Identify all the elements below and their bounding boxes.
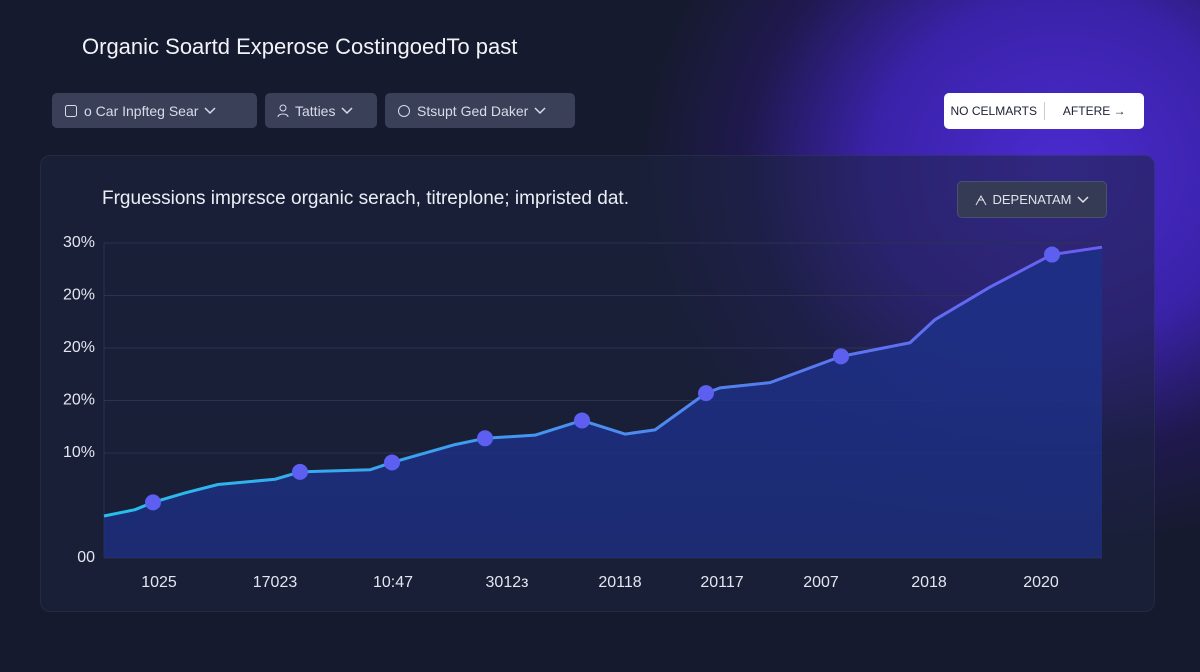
filter-label: Tatties (295, 102, 336, 119)
dropdown-label: DEPENATAM (992, 192, 1072, 207)
filter[interactable]: Tatties (265, 93, 377, 128)
x-tick-label: 10:47 (373, 574, 413, 591)
page-title: Organic Soartd Experose CostingoedTo pas… (82, 34, 518, 59)
x-tick-label: 20118 (598, 574, 641, 591)
y-tick-label: 20% (63, 392, 95, 409)
dropdown[interactable]: DEPENATAM (957, 181, 1107, 218)
filter[interactable]: o Car Inpfteg Sear (52, 93, 257, 128)
y-tick-label: 10% (63, 444, 95, 461)
action-button[interactable]: NO CELMARTS (950, 104, 1037, 118)
line (103, 245, 1103, 518)
point (292, 463, 308, 480)
x-tick-label: 1025 (141, 574, 177, 591)
x-tick-label: 3012з (486, 574, 529, 591)
chevron (534, 106, 546, 114)
x-tick-label: 2020 (1023, 574, 1059, 591)
x-tick-label: 17023 (253, 574, 298, 591)
chevron (341, 106, 353, 114)
point (145, 494, 161, 511)
chevron (1077, 195, 1090, 203)
filter-label: Stsupt Ged Daker (417, 102, 529, 119)
filter-label: o Car Inpfteg Sear (84, 102, 199, 119)
divider (1043, 102, 1045, 120)
point (574, 412, 590, 429)
point (477, 430, 493, 447)
point (833, 348, 849, 365)
point (1044, 246, 1060, 263)
filter[interactable]: Stsupt Ged Daker (385, 93, 575, 128)
y-tick-label: 20% (63, 339, 95, 356)
x-tick-label: 20117 (700, 574, 743, 591)
area (104, 247, 1102, 558)
icon (277, 104, 289, 117)
point (698, 385, 714, 402)
action-button[interactable]: AFTERE → (1062, 104, 1126, 118)
chart-subtitle: Frguessions imprεsce organic serach, tit… (102, 188, 629, 209)
x-tick-label: 2007 (803, 574, 839, 591)
chevron (204, 106, 216, 114)
icon (65, 104, 77, 117)
icon (975, 194, 986, 205)
icon (398, 104, 410, 117)
action-bar: NO CELMARTS AFTERE → (944, 93, 1144, 129)
action-label: AFTERE (1062, 104, 1111, 118)
x-tick-label: 2018 (911, 574, 947, 591)
y-tick-label: 30% (63, 234, 95, 251)
point (384, 454, 400, 471)
y-tick-label: 20% (63, 287, 95, 304)
y-tick-label: 00 (77, 549, 95, 566)
